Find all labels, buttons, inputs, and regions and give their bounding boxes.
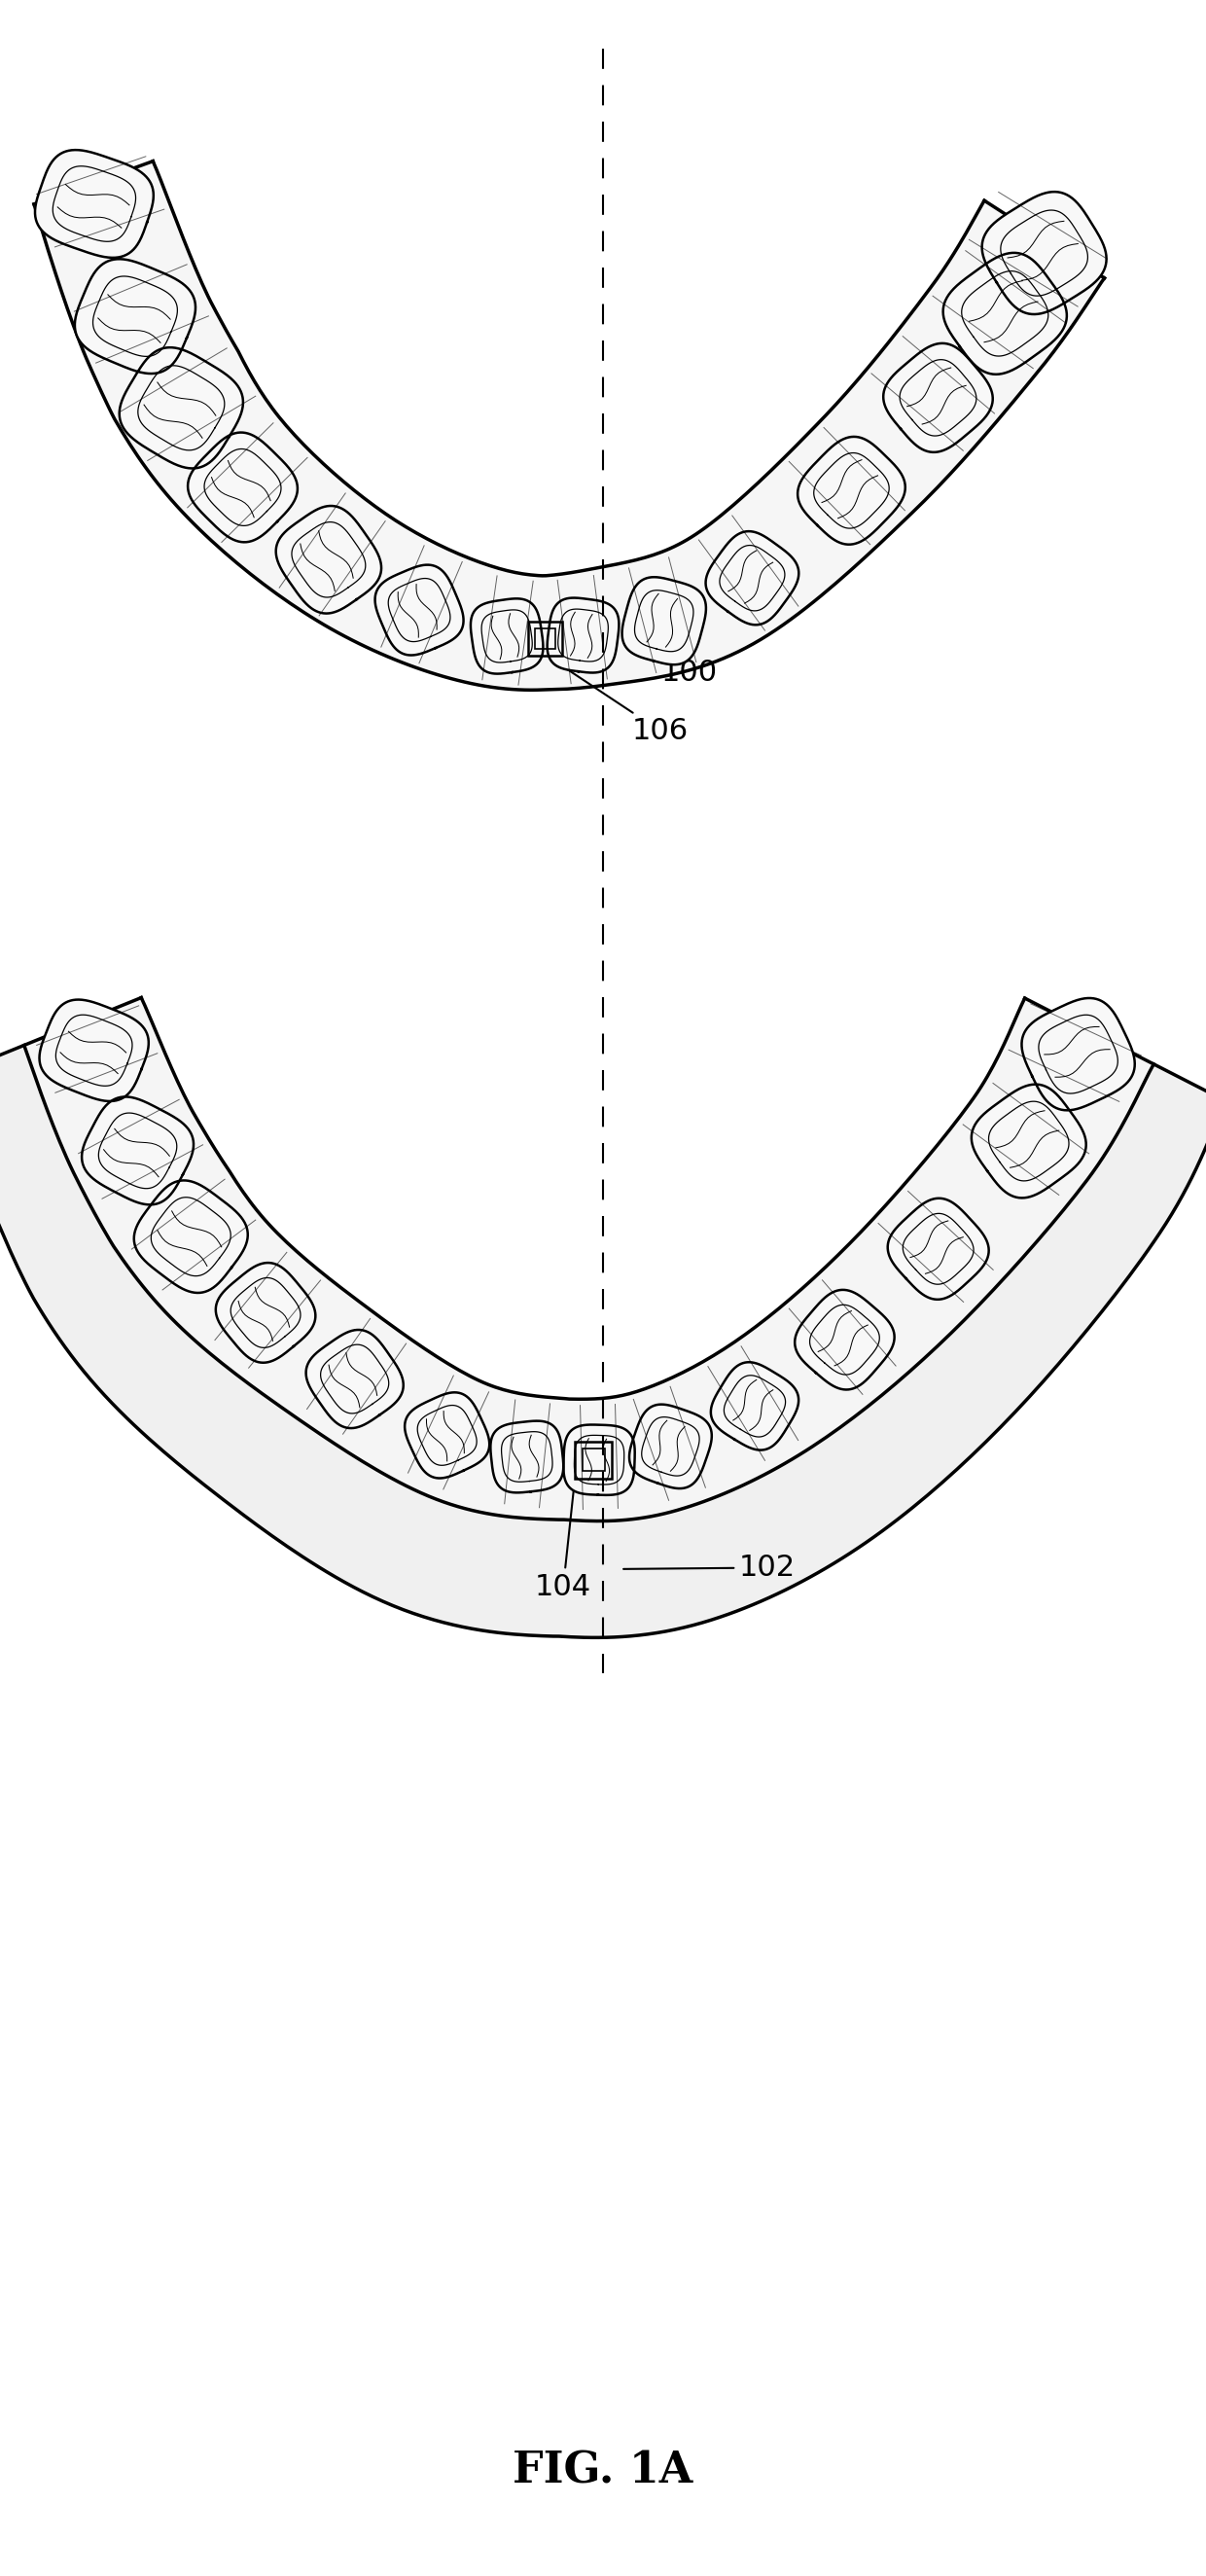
Text: 104: 104 — [535, 1481, 591, 1602]
Polygon shape — [119, 348, 244, 469]
Polygon shape — [134, 1180, 247, 1293]
Polygon shape — [405, 1394, 490, 1479]
Polygon shape — [972, 1084, 1087, 1198]
Polygon shape — [797, 438, 906, 544]
Text: 106: 106 — [567, 670, 689, 744]
Bar — [575, 1443, 611, 1479]
Polygon shape — [491, 1422, 563, 1492]
Polygon shape — [40, 999, 148, 1100]
Bar — [528, 621, 562, 654]
Text: FIG. 1A: FIG. 1A — [513, 2450, 693, 2491]
Bar — [535, 629, 556, 649]
Polygon shape — [34, 162, 1105, 690]
Polygon shape — [75, 260, 195, 374]
Bar — [582, 1448, 604, 1471]
Polygon shape — [706, 531, 798, 626]
Polygon shape — [0, 997, 1206, 1638]
Polygon shape — [548, 598, 619, 672]
Polygon shape — [375, 564, 463, 654]
Polygon shape — [710, 1363, 798, 1450]
Polygon shape — [888, 1198, 989, 1298]
Polygon shape — [24, 997, 1154, 1520]
Polygon shape — [795, 1291, 895, 1388]
Text: 102: 102 — [624, 1553, 796, 1582]
Text: 100: 100 — [661, 592, 718, 688]
Polygon shape — [216, 1262, 316, 1363]
Polygon shape — [982, 191, 1106, 314]
Polygon shape — [470, 598, 543, 675]
Polygon shape — [630, 1404, 712, 1489]
Polygon shape — [622, 577, 706, 665]
Polygon shape — [35, 149, 153, 258]
Polygon shape — [943, 252, 1067, 374]
Polygon shape — [306, 1329, 403, 1427]
Polygon shape — [883, 343, 993, 453]
Polygon shape — [563, 1425, 634, 1494]
Polygon shape — [188, 433, 298, 541]
Polygon shape — [82, 1097, 193, 1206]
Polygon shape — [276, 505, 381, 613]
Polygon shape — [1021, 997, 1135, 1110]
